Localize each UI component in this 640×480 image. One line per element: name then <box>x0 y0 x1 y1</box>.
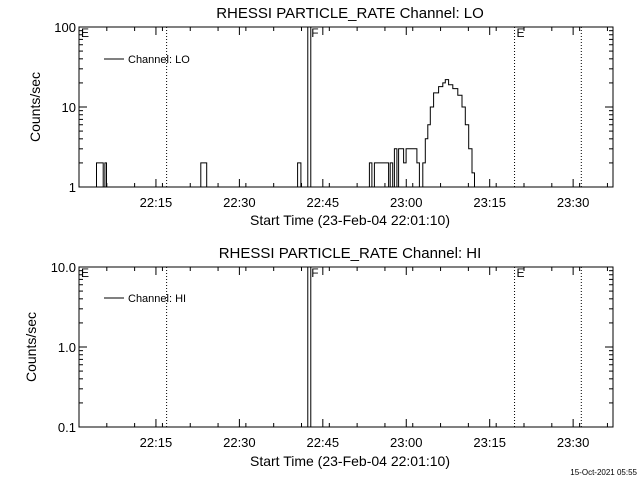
plot-frame <box>78 266 614 428</box>
legend-entry: Channel: LO <box>128 54 190 66</box>
marker-label: E <box>81 266 89 280</box>
marker-label: F <box>311 266 318 280</box>
x-tick-label: 22:30 <box>223 195 256 210</box>
y-axis: 0.1 1.0 10.0 <box>51 260 613 435</box>
legend-entry: Channel: HI <box>128 293 186 305</box>
x-tick-label: 22:30 <box>223 435 256 450</box>
x-axis: 22:15 22:30 22:45 23:00 23:15 23:30 <box>78 267 608 450</box>
legend: Channel: LO <box>104 54 190 66</box>
x-axis-label: Start Time (23-Feb-04 22:01:10) <box>250 212 450 228</box>
x-tick-label: 22:45 <box>307 195 340 210</box>
marker-label: F <box>311 26 318 40</box>
x-tick-label: 23:30 <box>557 195 590 210</box>
y-tick-label: 10 <box>62 100 76 115</box>
plot-frame <box>78 26 614 188</box>
x-tick-label: 23:30 <box>557 435 590 450</box>
x-tick-label: 22:45 <box>307 435 340 450</box>
y-tick-label: 10.0 <box>51 260 76 275</box>
marker-label: E <box>517 266 525 280</box>
x-axis: 22:15 22:30 22:45 23:00 23:15 23:30 <box>78 27 608 210</box>
y-tick-label: 1.0 <box>58 340 76 355</box>
x-tick-label: 22:15 <box>140 195 173 210</box>
marker-label: E <box>517 26 525 40</box>
series-layer <box>93 79 475 188</box>
x-tick-label: 23:15 <box>473 195 506 210</box>
y-axis-label: Counts/sec <box>23 312 39 382</box>
x-tick-label: 23:00 <box>390 195 423 210</box>
panel-hi: RHESSI PARTICLE_RATE Channel: HI 0.1 1.0 1… <box>23 245 614 469</box>
x-axis-label: Start Time (23-Feb-04 22:01:10) <box>250 453 450 469</box>
y-tick-label: 0.1 <box>58 420 76 435</box>
timestamp: 15-Oct-2021 05:55 <box>570 468 637 477</box>
x-tick-label: 22:15 <box>140 435 173 450</box>
y-tick-label: 100 <box>54 20 76 35</box>
chart-title: RHESSI PARTICLE_RATE Channel: HI <box>219 245 482 262</box>
x-tick-label: 23:15 <box>473 435 506 450</box>
series-line <box>93 79 475 188</box>
legend: Channel: HI <box>104 293 186 305</box>
y-axis-label: Counts/sec <box>27 72 43 142</box>
panel-lo: RHESSI PARTICLE_RATE Channel: LO 110100 … <box>27 5 614 228</box>
y-tick-label: 1 <box>69 180 76 195</box>
marker-label: E <box>81 26 89 40</box>
x-tick-label: 23:00 <box>390 435 423 450</box>
chart-title: RHESSI PARTICLE_RATE Channel: LO <box>216 5 484 22</box>
y-axis: 1 10 100 <box>54 20 613 195</box>
